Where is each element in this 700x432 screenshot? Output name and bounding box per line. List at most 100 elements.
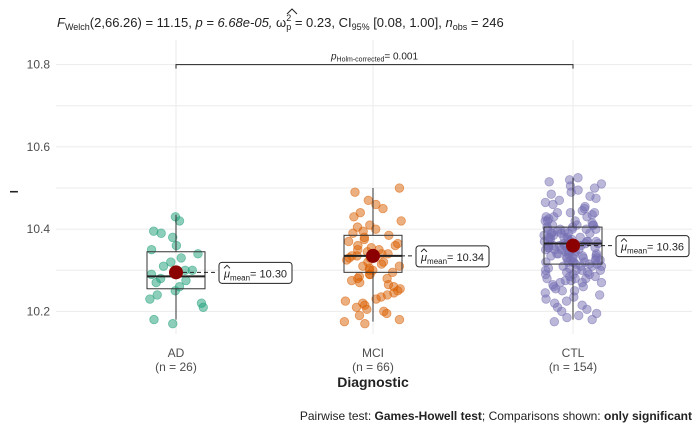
mean-point [169,265,183,280]
title-omega: ω [276,15,286,30]
mean-label-mu: μ [620,242,627,254]
y-axis-label: – [10,183,19,200]
data-point [582,304,592,315]
data-point [170,286,180,296]
data-point [168,319,178,329]
data-point [146,245,157,255]
mean-point [566,238,580,253]
x-tick-label: AD [168,346,185,360]
title-n-val: = 246 [467,15,504,30]
data-point [371,294,381,304]
caption-shown: only significant [604,409,692,423]
mean-label: μmean= 10.36 [620,242,684,256]
data-point [151,277,161,288]
data-point [176,253,186,263]
data-point [394,183,405,193]
mean-label-mu: μ [420,252,427,264]
data-point [587,314,597,325]
data-point [578,282,588,292]
data-point [557,286,567,296]
data-point [371,224,381,234]
data-point [174,216,185,226]
data-point [561,296,572,306]
data-point [569,292,579,302]
data-point [572,220,582,230]
title-f-sub: Welch [65,22,90,32]
data-point [549,316,560,327]
data-point [562,312,572,323]
data-point [590,271,600,282]
title-omega-sup: 2 [286,13,291,23]
data-point [348,228,358,238]
mean-label-value: = 10.34 [447,252,484,264]
data-point [574,310,584,321]
y-tick-label: 10.6 [27,140,51,154]
mean-point [366,248,380,263]
mean-label-box [218,261,293,284]
data-point [558,261,568,271]
data-point [390,240,400,251]
data-point [555,277,565,288]
mean-hat-icon [620,237,628,242]
data-point [577,205,587,216]
group-ad: μmean= 10.30 [145,212,293,329]
data-point [145,294,155,304]
data-point [540,269,551,280]
data-point [346,275,357,286]
title-f: F [57,15,66,30]
data-point [350,187,360,197]
data-point [582,212,592,222]
data-point [198,302,208,312]
data-point [156,228,166,238]
data-point [394,314,405,325]
data-point [591,193,601,204]
data-point [349,212,359,222]
mean-label-mu: μ [223,268,230,280]
bracket-sub: Holm-corrected [337,57,385,64]
mean-hat-icon [420,248,428,253]
data-point [544,177,554,187]
mean-label-sub: mean [627,247,647,256]
data-point [382,308,392,319]
data-point [149,314,159,325]
mean-label-sub: mean [427,257,447,266]
x-axis: AD(n = 26) MCI(n = 66) CTL(n = 154) [155,346,597,374]
x-tick-label: MCI [362,346,384,360]
mean-hat-icon [223,264,231,269]
box [343,234,403,273]
mean-label: μmean= 10.30 [223,268,287,282]
data-point [542,216,553,226]
data-point [548,199,558,210]
title-n: n [445,15,452,30]
y-tick-label: 10.2 [27,304,51,318]
data-point [588,220,599,230]
x-tick-label: CTL [562,346,585,360]
mean-label-value: = 10.36 [647,242,684,254]
x-axis-label: Diagnostic [337,374,409,390]
mean-label: μmean= 10.34 [420,252,484,266]
data-point [596,179,607,189]
data-point [376,259,387,269]
mean-label-box [615,235,690,258]
y-tick-label: 10.8 [27,58,51,72]
data-point [339,316,350,327]
group-mci: μmean= 10.34 [339,183,490,329]
data-point [541,294,551,304]
data-point [573,173,583,183]
data-point [557,306,567,317]
data-point [340,296,351,306]
mean-label-sub: mean [230,273,250,282]
x-tick-count: (n = 26) [155,360,197,374]
bracket-p: p [330,52,337,63]
data-point [546,189,556,199]
data-point [360,319,370,329]
bracket-line [175,64,574,69]
data-point [552,249,562,259]
caption: Pairwise test: Games-Howell test; Compar… [300,409,692,423]
title-omega-sub: p [286,22,291,32]
y-tick-label: 10.4 [27,222,51,236]
data-point [166,257,176,267]
data-point [594,290,605,300]
